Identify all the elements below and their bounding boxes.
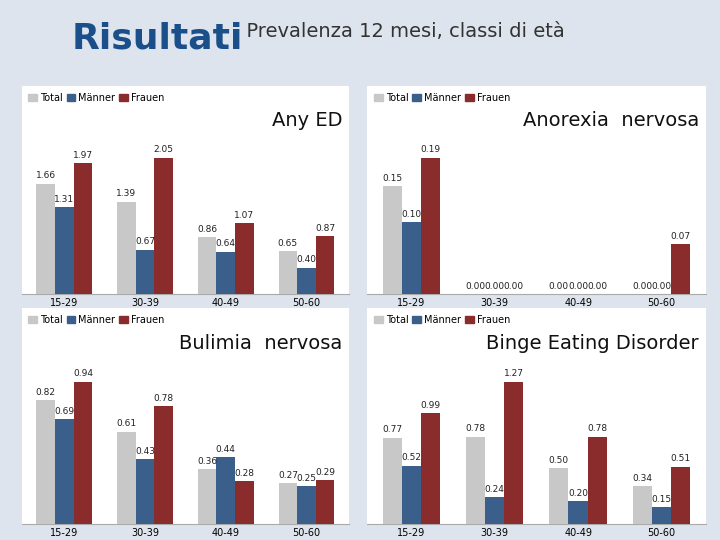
Text: 1.27: 1.27	[504, 369, 524, 379]
Text: 1.07: 1.07	[234, 211, 254, 220]
Bar	[117, 201, 136, 294]
Bar	[279, 251, 297, 294]
Text: 0.29: 0.29	[315, 468, 335, 477]
Text: 0.00: 0.00	[549, 282, 569, 291]
Bar	[55, 207, 73, 294]
Bar	[569, 502, 588, 524]
Text: 0.69: 0.69	[54, 407, 74, 416]
Bar	[466, 436, 485, 524]
Bar	[136, 459, 154, 524]
Bar	[235, 223, 253, 294]
Bar	[671, 467, 690, 524]
Legend: Total, Männer, Frauen: Total, Männer, Frauen	[372, 313, 512, 327]
Bar	[154, 158, 173, 294]
Text: 0.00: 0.00	[504, 282, 524, 291]
Text: 0.50: 0.50	[549, 456, 569, 464]
Text: 0.25: 0.25	[297, 474, 317, 483]
Text: 0.15: 0.15	[652, 495, 672, 504]
Bar	[588, 436, 607, 524]
Text: 0.24: 0.24	[485, 485, 505, 494]
Text: 0.64: 0.64	[216, 239, 235, 248]
Text: 0.67: 0.67	[135, 238, 155, 246]
Bar	[402, 222, 421, 294]
Text: 0.40: 0.40	[297, 255, 317, 265]
Text: 0.52: 0.52	[401, 454, 421, 462]
Text: 0.00: 0.00	[568, 282, 588, 291]
Text: 0.00: 0.00	[652, 282, 672, 291]
Bar	[235, 482, 253, 524]
Text: Prevalenza 12 mesi, classi di età: Prevalenza 12 mesi, classi di età	[234, 22, 564, 40]
Text: Any ED: Any ED	[272, 111, 343, 130]
Text: 0.86: 0.86	[197, 225, 217, 234]
Text: Binge Eating Disorder: Binge Eating Disorder	[486, 334, 699, 353]
Text: 2.05: 2.05	[153, 145, 174, 154]
Text: 0.44: 0.44	[216, 445, 235, 454]
Bar	[198, 469, 217, 524]
Bar	[279, 483, 297, 524]
Legend: Total, Männer, Frauen: Total, Männer, Frauen	[27, 91, 166, 105]
Text: 0.00: 0.00	[588, 282, 608, 291]
Text: Anorexia  nervosa: Anorexia nervosa	[523, 111, 699, 130]
Text: 0.77: 0.77	[382, 426, 402, 434]
Bar	[504, 382, 523, 524]
Bar	[37, 400, 55, 524]
Text: 0.78: 0.78	[465, 424, 485, 433]
Bar	[402, 465, 421, 524]
Bar	[485, 497, 504, 524]
Text: 0.51: 0.51	[670, 455, 690, 463]
Text: 0.61: 0.61	[117, 420, 137, 428]
Bar	[217, 457, 235, 524]
Bar	[633, 486, 652, 524]
Text: 1.39: 1.39	[117, 190, 137, 198]
Text: 0.10: 0.10	[401, 210, 421, 219]
Text: 0.78: 0.78	[153, 394, 174, 403]
Bar	[421, 158, 440, 294]
Text: 1.66: 1.66	[36, 171, 56, 180]
Bar	[297, 268, 316, 294]
Bar	[549, 468, 569, 524]
Text: 0.87: 0.87	[315, 224, 335, 233]
Legend: Total, Männer, Frauen: Total, Männer, Frauen	[372, 91, 512, 105]
Text: 0.99: 0.99	[420, 401, 441, 410]
Bar	[671, 244, 690, 294]
Bar	[382, 437, 402, 524]
Bar	[316, 480, 334, 524]
Bar	[421, 413, 440, 524]
Bar	[73, 163, 92, 294]
Text: 0.00: 0.00	[632, 282, 652, 291]
Text: 0.27: 0.27	[278, 471, 298, 480]
Bar	[382, 186, 402, 294]
Text: 0.15: 0.15	[382, 174, 402, 183]
Text: 0.00: 0.00	[465, 282, 485, 291]
Bar	[136, 249, 154, 294]
Text: 0.19: 0.19	[420, 145, 441, 154]
Bar	[297, 486, 316, 524]
Text: 0.78: 0.78	[588, 424, 608, 433]
Bar	[117, 431, 136, 524]
Text: 0.82: 0.82	[36, 388, 55, 396]
Text: Risultati: Risultati	[72, 22, 243, 56]
Text: 0.43: 0.43	[135, 447, 155, 456]
Bar	[73, 382, 92, 524]
Text: 1.97: 1.97	[73, 151, 93, 160]
Bar	[217, 252, 235, 294]
Text: Bulimia  nervosa: Bulimia nervosa	[179, 334, 343, 353]
Bar	[55, 420, 73, 524]
Bar	[652, 507, 671, 524]
Legend: Total, Männer, Frauen: Total, Männer, Frauen	[27, 313, 166, 327]
Bar	[154, 406, 173, 524]
Text: 0.94: 0.94	[73, 369, 93, 379]
Text: 0.36: 0.36	[197, 457, 217, 466]
Text: 0.65: 0.65	[278, 239, 298, 248]
Text: 0.28: 0.28	[234, 469, 254, 478]
Text: 0.34: 0.34	[632, 474, 652, 483]
Bar	[198, 237, 217, 294]
Bar	[316, 237, 334, 294]
Text: 0.07: 0.07	[670, 232, 690, 241]
Bar	[37, 184, 55, 294]
Text: 1.31: 1.31	[54, 195, 74, 204]
Text: 0.20: 0.20	[568, 489, 588, 498]
Text: 0.00: 0.00	[485, 282, 505, 291]
